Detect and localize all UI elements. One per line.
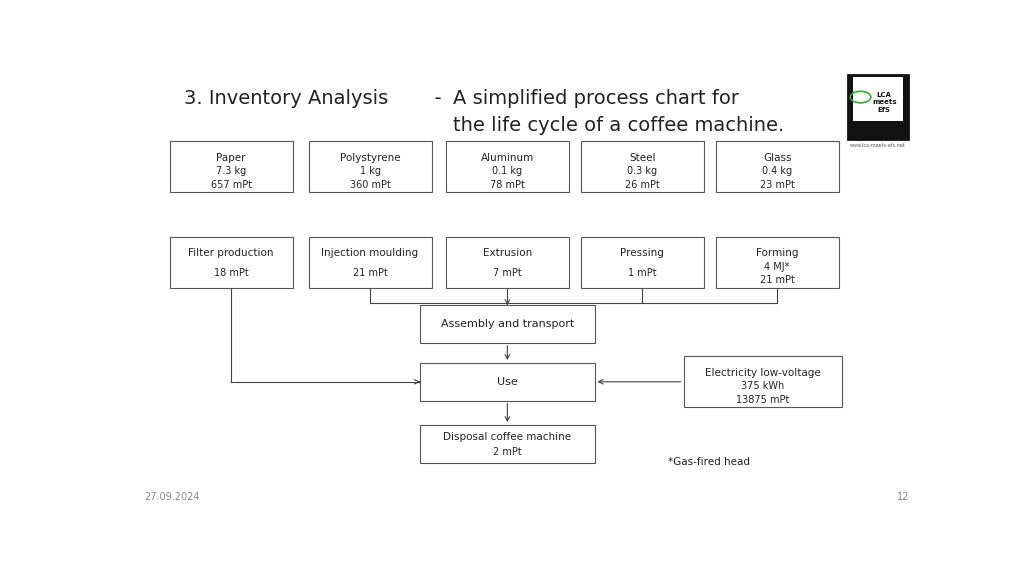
Text: Pressing: Pressing: [621, 248, 665, 258]
Text: A simplified process chart for
the life cycle of a coffee machine.: A simplified process chart for the life …: [454, 89, 784, 135]
Bar: [308, 237, 431, 287]
Text: 0.3 kg
26 mPt: 0.3 kg 26 mPt: [625, 166, 659, 190]
Bar: [170, 141, 293, 192]
Text: Glass: Glass: [763, 153, 792, 162]
Text: 12: 12: [897, 491, 909, 502]
Bar: [848, 75, 907, 139]
Bar: [581, 141, 703, 192]
Text: 27.09.2024: 27.09.2024: [143, 491, 200, 502]
Text: -: -: [422, 89, 454, 108]
Text: 4 MJ*
21 mPt: 4 MJ* 21 mPt: [760, 262, 795, 285]
Bar: [420, 305, 595, 343]
Bar: [420, 363, 595, 401]
Text: Electricity low-voltage: Electricity low-voltage: [705, 367, 821, 378]
Text: 0.4 kg
23 mPt: 0.4 kg 23 mPt: [760, 166, 795, 190]
Text: 375 kWh
13875 mPt: 375 kWh 13875 mPt: [736, 381, 790, 404]
Text: Filter production: Filter production: [188, 248, 273, 258]
Text: Injection moulding: Injection moulding: [322, 248, 419, 258]
Text: Paper: Paper: [216, 153, 246, 162]
Text: 7.3 kg
657 mPt: 7.3 kg 657 mPt: [211, 166, 252, 190]
Bar: [445, 237, 569, 287]
Text: 18 mPt: 18 mPt: [214, 268, 249, 278]
Bar: [420, 425, 595, 463]
Bar: [170, 237, 293, 287]
Text: Disposal coffee machine: Disposal coffee machine: [443, 432, 571, 442]
Text: 1 kg
360 mPt: 1 kg 360 mPt: [349, 166, 390, 190]
Text: 2 mPt: 2 mPt: [493, 447, 521, 457]
Text: Steel: Steel: [629, 153, 655, 162]
Text: 7 mPt: 7 mPt: [493, 268, 521, 278]
Text: 3. Inventory Analysis: 3. Inventory Analysis: [183, 89, 388, 108]
Text: *Gas-fired head: *Gas-fired head: [668, 457, 750, 467]
Text: Assembly and transport: Assembly and transport: [440, 319, 574, 329]
Text: 21 mPt: 21 mPt: [352, 268, 387, 278]
Bar: [716, 237, 839, 287]
Bar: [581, 237, 703, 287]
Bar: [445, 141, 569, 192]
Text: www.lca-meets-efs.net: www.lca-meets-efs.net: [850, 142, 906, 147]
Text: LCA
meets
EfS: LCA meets EfS: [872, 92, 897, 113]
Text: Use: Use: [497, 377, 518, 387]
Text: 1 mPt: 1 mPt: [628, 268, 656, 278]
Bar: [308, 141, 431, 192]
Text: 0.1 kg
78 mPt: 0.1 kg 78 mPt: [489, 166, 524, 190]
Bar: [684, 357, 843, 407]
Text: Aluminum: Aluminum: [480, 153, 534, 162]
Text: Extrusion: Extrusion: [482, 248, 531, 258]
Bar: [853, 77, 903, 121]
Bar: [716, 141, 839, 192]
Text: Polystyrene: Polystyrene: [340, 153, 400, 162]
Text: Forming: Forming: [756, 248, 799, 258]
